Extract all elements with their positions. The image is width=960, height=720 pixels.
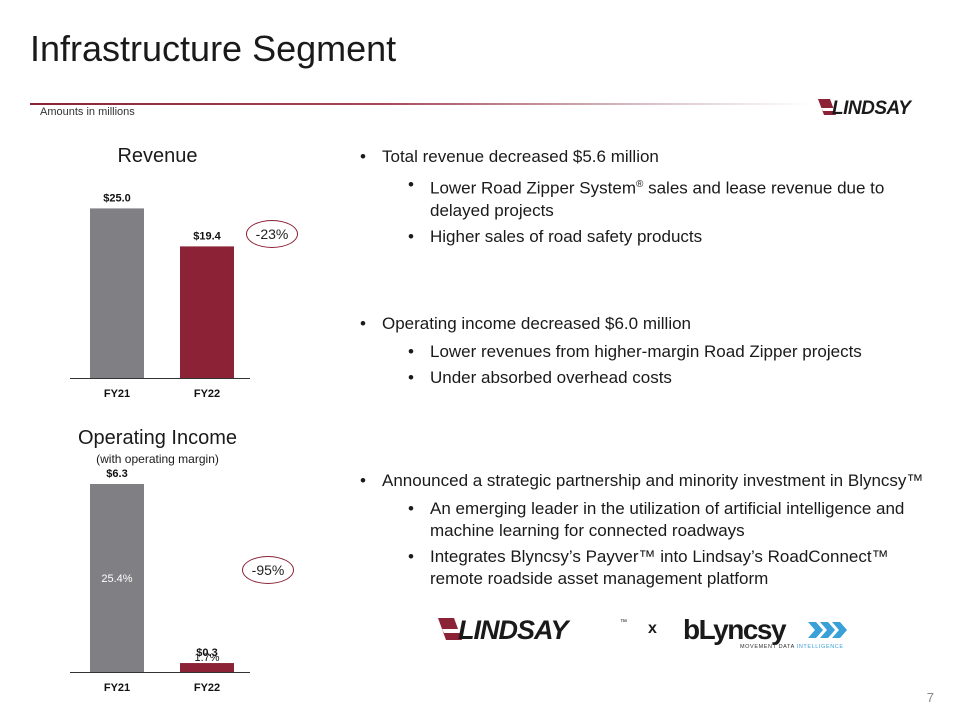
revenue-chart: $25.0 FY21 $19.4 FY22 <box>70 192 250 400</box>
revenue-chart-title: Revenue <box>117 145 198 167</box>
blyncsy-logo: bLyncsy MOVEMENT DATA INTELLIGENCE <box>683 614 847 650</box>
bullet-sub: Higher sales of road safety products <box>360 226 945 248</box>
bullet-group-income: Operating income decreased $6.0 million … <box>360 313 945 393</box>
page-title: Infrastructure Segment <box>30 28 397 69</box>
income-change-badge: -95% <box>242 556 294 584</box>
income-chart: $6.3 25.4% FY21 $0.31.7% FY22 <box>70 468 250 694</box>
partnership-times: x <box>648 620 657 637</box>
lindsay-partner-tm: ™ <box>620 619 627 626</box>
bar-value-label: $6.3 <box>106 468 127 480</box>
revenue-change-badge: -23% <box>246 220 298 248</box>
margin-label: 25.4% <box>101 573 132 585</box>
category-label: FY21 <box>104 682 130 694</box>
bullet-sub: Lower Road Zipper System® sales and leas… <box>360 174 945 222</box>
bar-fy21 <box>90 484 144 672</box>
bullet-sub: An emerging leader in the utilization of… <box>360 498 945 542</box>
category-label: FY22 <box>194 682 220 694</box>
bullet-group-partnership: Announced a strategic partnership and mi… <box>360 470 945 594</box>
bar-value-label: $19.4 <box>193 230 221 242</box>
bullet-main: Operating income decreased $6.0 million <box>360 313 945 335</box>
blyncsy-chevrons <box>808 622 847 638</box>
blyncsy-tagline-b: INTELLIGENCE <box>797 644 844 650</box>
header-divider <box>30 103 810 105</box>
category-label: FY22 <box>194 388 220 400</box>
bullet-sub-text: Lower Road Zipper System <box>430 178 636 198</box>
blyncsy-tagline-a: MOVEMENT DATA <box>740 644 797 650</box>
bar-fy22 <box>180 246 234 378</box>
amounts-note: Amounts in millions <box>40 106 135 118</box>
bullet-main: Announced a strategic partnership and mi… <box>360 470 945 492</box>
bullet-sub-text: sales and lease revenue due to delayed p… <box>430 178 885 220</box>
lindsay-partner-logo-text: LINDSAY <box>458 615 571 644</box>
income-chart-title: Operating Income <box>78 427 237 449</box>
lindsay-logo: LINDSAY <box>818 98 914 118</box>
bar-fy21 <box>90 208 144 378</box>
bullet-sub: Integrates Blyncsy’s Payver™ into Lindsa… <box>360 546 945 590</box>
page-number: 7 <box>926 690 934 705</box>
lindsay-partner-logo: LINDSAY ™ <box>438 615 627 644</box>
bar-value-label: $25.0 <box>103 192 131 204</box>
registered-mark: ® <box>635 179 644 190</box>
lindsay-logo-text: LINDSAY <box>832 98 913 118</box>
bullet-sub: Lower revenues from higher-margin Road Z… <box>360 341 945 363</box>
margin-label: 1.7% <box>194 652 219 664</box>
bullet-group-revenue: Total revenue decreased $5.6 million Low… <box>360 146 945 252</box>
blyncsy-logo-text: bLyncsy <box>683 614 787 645</box>
svg-text:MOVEMENT DATA INTELLIGENCE: MOVEMENT DATA INTELLIGENCE <box>740 644 844 650</box>
bullet-main: Total revenue decreased $5.6 million <box>360 146 945 168</box>
income-chart-subtitle: (with operating margin) <box>96 452 219 466</box>
bar-fy22 <box>180 663 234 672</box>
bullet-sub: Under absorbed overhead costs <box>360 367 945 389</box>
category-label: FY21 <box>104 388 130 400</box>
bar-value-label: $0.3 <box>196 647 217 659</box>
